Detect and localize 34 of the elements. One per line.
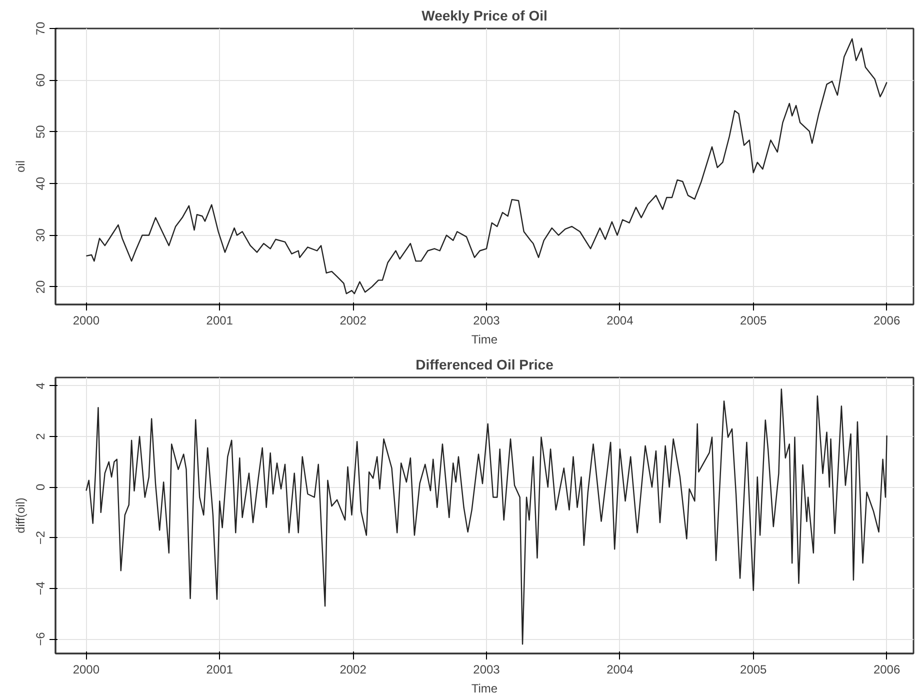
x-tick-label: 2003 — [473, 662, 500, 676]
x-tick-label: 2004 — [606, 314, 634, 328]
y-tick-label: −2 — [34, 530, 48, 545]
x-tick-label: 2003 — [473, 314, 500, 328]
y-tick-label: 70 — [34, 22, 48, 36]
line-series — [86, 388, 888, 645]
x-axis-title: Time — [471, 682, 498, 696]
y-tick-label: 50 — [34, 124, 48, 139]
x-tick-label: 2000 — [72, 662, 100, 676]
x-tick-label: 2002 — [340, 314, 367, 328]
y-tick-label: −4 — [34, 581, 48, 596]
chart-title: Differenced Oil Price — [416, 356, 554, 372]
x-tick-label: 2006 — [873, 662, 900, 676]
chart-title: Weekly Price of Oil — [422, 8, 548, 24]
y-axis-title: diff(oil) — [14, 498, 28, 534]
y-tick-label: 2 — [34, 432, 48, 440]
x-tick-label: 2005 — [740, 314, 768, 328]
y-tick-label: −6 — [34, 632, 48, 646]
x-tick-label: 2001 — [206, 662, 234, 676]
y-tick-label: 0 — [34, 483, 48, 490]
x-axis-title: Time — [471, 332, 498, 346]
y-axis-title: oil — [14, 160, 28, 173]
x-tick-label: 2006 — [873, 314, 900, 328]
x-tick-label: 2001 — [206, 314, 234, 328]
y-tick-label: 30 — [34, 228, 48, 242]
x-tick-label: 2004 — [606, 662, 634, 676]
x-tick-label: 2002 — [340, 662, 367, 676]
y-tick-label: 4 — [34, 382, 48, 390]
y-tick-label: 20 — [34, 280, 48, 294]
x-tick-label: 2000 — [72, 314, 100, 328]
y-tick-label: 40 — [34, 176, 48, 190]
x-tick-label: 2005 — [740, 662, 768, 676]
y-tick-label: 60 — [34, 73, 48, 87]
line-series — [86, 38, 888, 294]
